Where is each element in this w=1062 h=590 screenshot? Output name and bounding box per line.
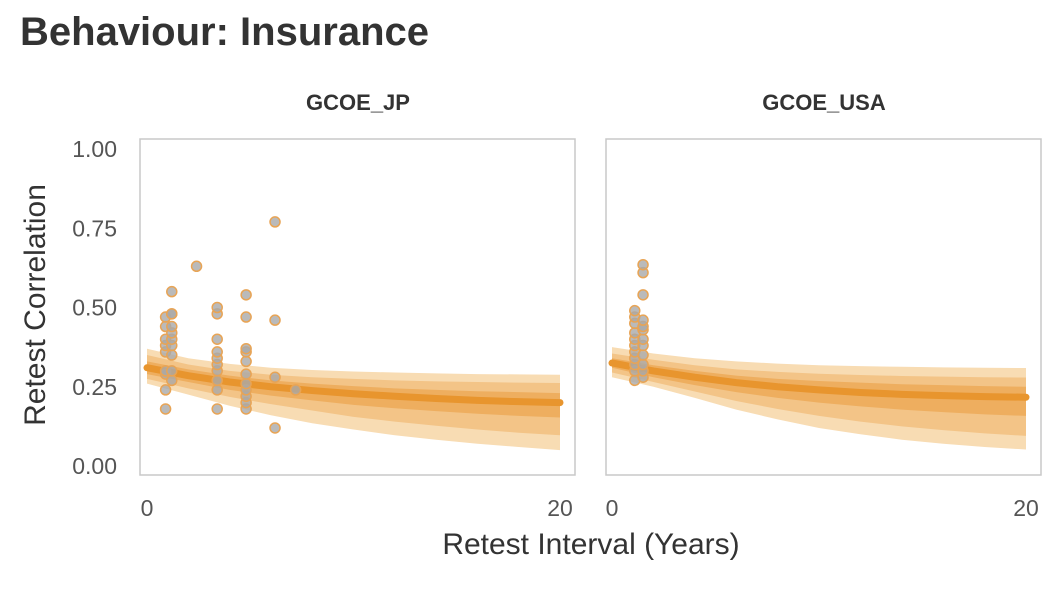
data-point-panel-1-13	[637, 358, 649, 371]
y-tick-label-1: 0.25	[72, 374, 117, 400]
x-axis-label: Retest Interval (Years)	[442, 528, 740, 561]
x-tick-label-panel-0-0: 0	[141, 495, 154, 521]
data-point-panel-1-20	[637, 289, 649, 301]
x-tick-label-panel-0-1: 20	[547, 495, 573, 521]
panel-frame-0	[139, 138, 576, 476]
data-point-panel-0-10	[166, 365, 178, 377]
data-point-panel-0-11	[166, 349, 178, 361]
data-point-panel-1-16	[637, 333, 649, 345]
data-point-panel-0-43	[269, 314, 281, 326]
data-point-panel-1-19	[637, 314, 649, 326]
data-point-panel-0-44	[269, 216, 281, 228]
data-point-panel-0-1	[159, 384, 172, 396]
data-point-panel-1-22	[637, 258, 649, 271]
median-line-panel-1	[608, 359, 1030, 401]
data-point-panel-0-40	[240, 289, 252, 301]
data-point-panel-0-29	[211, 301, 223, 314]
data-point-panel-0-39	[240, 311, 252, 323]
data-point-panel-0-42	[269, 371, 281, 383]
data-point-panel-0-17	[166, 308, 178, 320]
data-point-panel-0-22	[211, 374, 223, 387]
data-point-panel-0-21	[211, 384, 223, 396]
y-tick-label-0: 0.00	[72, 453, 117, 479]
data-point-panel-0-18	[166, 285, 178, 298]
panel-title-gcoe-jp: GCOE_JP	[306, 90, 410, 115]
data-point-panel-0-36	[240, 355, 252, 368]
x-tick-label-panel-1-0: 0	[606, 495, 619, 521]
y-tick-label-4: 1.00	[72, 136, 117, 162]
data-point-panel-0-34	[240, 377, 252, 390]
data-point-panel-0-26	[211, 346, 223, 358]
y-tick-label-3: 0.75	[72, 215, 117, 241]
data-point-panel-0-9	[166, 374, 178, 387]
chart-title: Behaviour: Insurance	[20, 10, 430, 54]
panel-frame-1	[605, 138, 1042, 476]
data-point-panel-0-0	[159, 403, 172, 415]
data-point-panel-0-27	[211, 333, 223, 345]
data-point-panel-0-41	[269, 422, 281, 434]
data-point-panel-0-45	[289, 384, 302, 396]
data-point-panel-0-20	[211, 403, 223, 415]
data-point-panel-0-35	[240, 368, 252, 380]
data-point-panel-1-10	[629, 304, 641, 317]
y-tick-label-2: 0.50	[72, 295, 117, 321]
panel-title-gcoe-usa: GCOE_USA	[762, 90, 886, 115]
band-50-panel-0	[147, 361, 560, 418]
data-point-panel-0-38	[240, 342, 252, 355]
data-point-panel-1-14	[637, 349, 649, 361]
data-point-panel-0-19	[190, 260, 203, 273]
x-tick-label-panel-1-1: 20	[1013, 495, 1039, 521]
data-point-panel-0-15	[166, 320, 178, 333]
